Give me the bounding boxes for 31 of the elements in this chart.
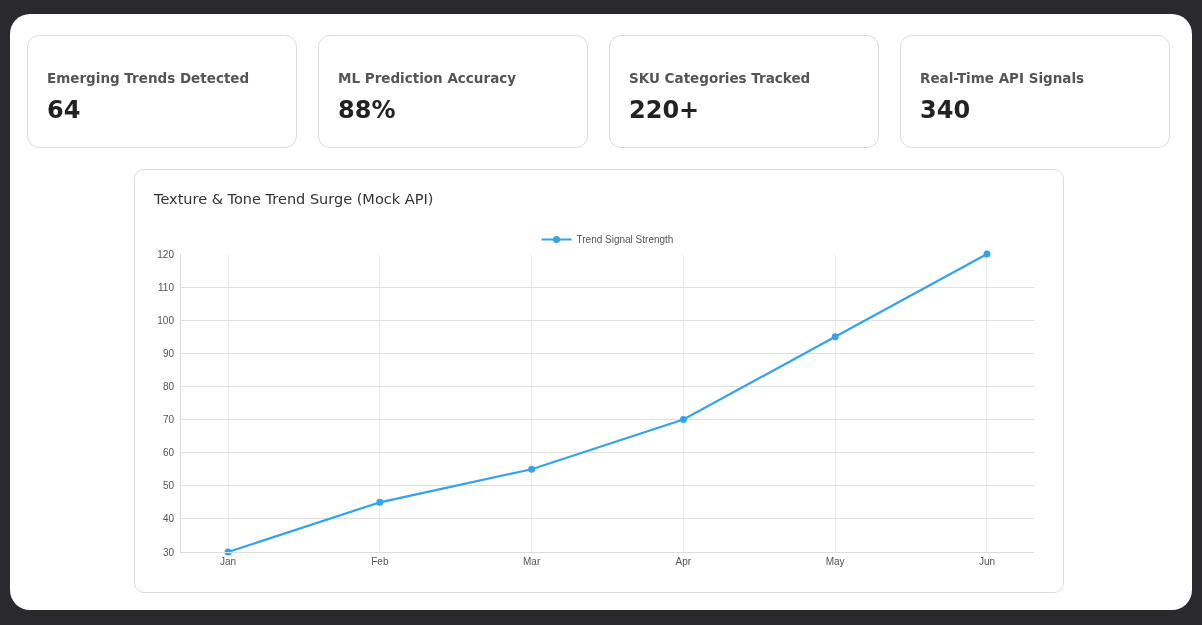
y-tick-label: 40 — [162, 513, 175, 525]
text: Emerging Trends Detected — [47, 70, 250, 86]
y-tick-label: 110 — [158, 281, 175, 293]
x-tick-label: Jun — [978, 556, 996, 567]
point — [679, 416, 687, 424]
y-tick-label: 30 — [162, 546, 175, 558]
y-tick-label: 50 — [162, 480, 175, 492]
text: 88% — [338, 96, 396, 124]
y-tick-label: 70 — [162, 414, 175, 426]
text: SKU Categories Tracked — [629, 70, 811, 86]
legend-label: Trend Signal Strength — [576, 234, 674, 246]
point — [831, 333, 839, 341]
x-tick-label: Mar — [522, 556, 541, 567]
x-tick-label: May — [825, 556, 845, 567]
chart-title: Texture & Tone Trend Surge (Mock API) — [154, 191, 434, 207]
x-tick-label: Apr — [675, 556, 692, 567]
text: 64 — [47, 96, 81, 124]
y-tick-label: 90 — [162, 347, 175, 359]
point — [983, 250, 991, 258]
x-tick-label: Jan — [219, 556, 237, 567]
x-tick-label: Feb — [371, 556, 389, 567]
text: 340 — [920, 96, 971, 124]
point — [528, 465, 536, 473]
text: Real-Time API Signals — [920, 70, 1085, 86]
y-tick-label: 60 — [162, 447, 175, 459]
point — [376, 498, 384, 506]
text: 220+ — [629, 96, 700, 124]
y-tick-label: 120 — [157, 248, 175, 260]
y-tick-label: 100 — [157, 314, 175, 326]
y-tick-label: 80 — [162, 380, 175, 392]
text: ML Prediction Accuracy — [338, 70, 517, 86]
